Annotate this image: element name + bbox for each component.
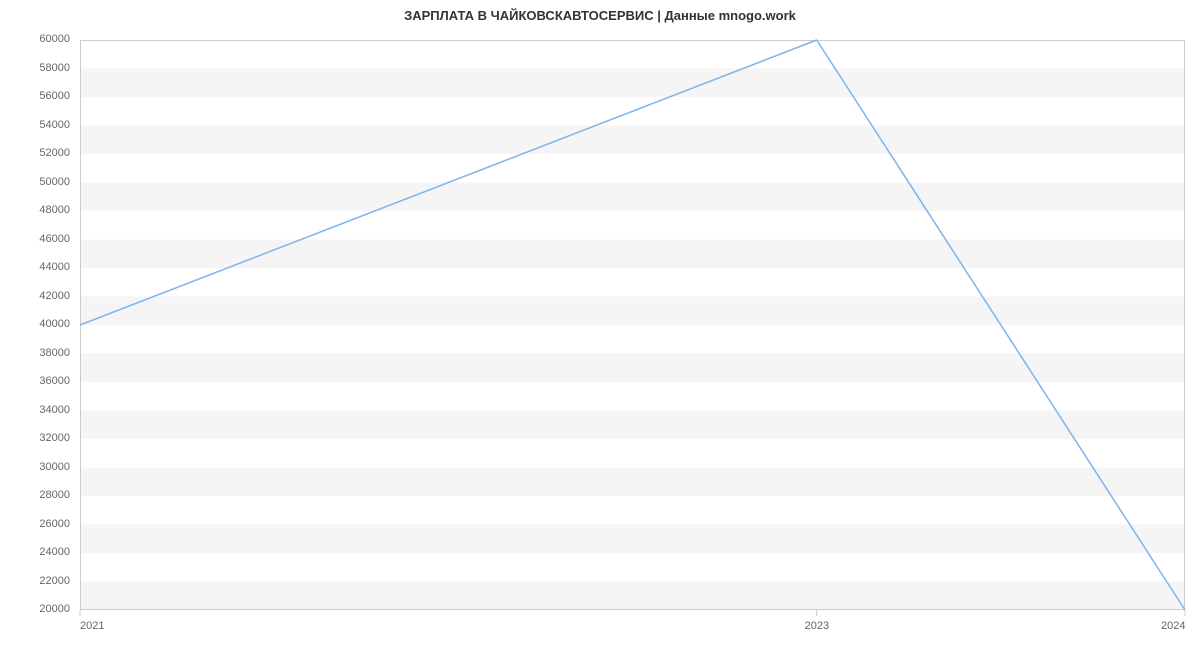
grid-band [80, 126, 1185, 155]
y-tick-label: 54000 [30, 119, 70, 131]
plot-area [80, 40, 1185, 610]
grid-band [80, 553, 1185, 582]
y-tick-label: 28000 [30, 489, 70, 501]
x-tick-label: 2021 [80, 620, 104, 632]
grid-band [80, 154, 1185, 183]
y-tick-label: 24000 [30, 546, 70, 558]
chart-container: ЗАРПЛАТА В ЧАЙКОВСКАВТОСЕРВИС | Данные m… [0, 0, 1200, 650]
grid-band [80, 439, 1185, 468]
grid-band [80, 183, 1185, 212]
y-tick-label: 36000 [30, 375, 70, 387]
grid-band [80, 525, 1185, 554]
y-tick-label: 26000 [30, 518, 70, 530]
chart-title: ЗАРПЛАТА В ЧАЙКОВСКАВТОСЕРВИС | Данные m… [0, 8, 1200, 23]
y-tick-label: 42000 [30, 290, 70, 302]
y-tick-label: 48000 [30, 204, 70, 216]
grid-band [80, 40, 1185, 69]
grid-band [80, 582, 1185, 611]
y-tick-label: 32000 [30, 432, 70, 444]
grid-band [80, 411, 1185, 440]
y-tick-label: 40000 [30, 318, 70, 330]
y-tick-label: 52000 [30, 147, 70, 159]
y-tick-label: 20000 [30, 603, 70, 615]
grid-band [80, 382, 1185, 411]
y-tick-label: 46000 [30, 233, 70, 245]
grid-band [80, 297, 1185, 326]
grid-band [80, 496, 1185, 525]
y-tick-label: 50000 [30, 176, 70, 188]
grid-band [80, 211, 1185, 240]
x-tick-label: 2023 [805, 620, 829, 632]
grid-band [80, 468, 1185, 497]
y-tick-label: 30000 [30, 461, 70, 473]
grid-band [80, 268, 1185, 297]
grid-band [80, 325, 1185, 354]
chart-svg [80, 40, 1185, 610]
grid-band [80, 69, 1185, 98]
y-tick-label: 58000 [30, 62, 70, 74]
y-tick-label: 38000 [30, 347, 70, 359]
y-tick-label: 60000 [30, 33, 70, 45]
x-tick-label: 2024 [1161, 620, 1185, 632]
y-tick-label: 44000 [30, 261, 70, 273]
y-tick-label: 34000 [30, 404, 70, 416]
grid-band [80, 354, 1185, 383]
y-tick-label: 56000 [30, 90, 70, 102]
y-tick-label: 22000 [30, 575, 70, 587]
grid-band [80, 240, 1185, 269]
